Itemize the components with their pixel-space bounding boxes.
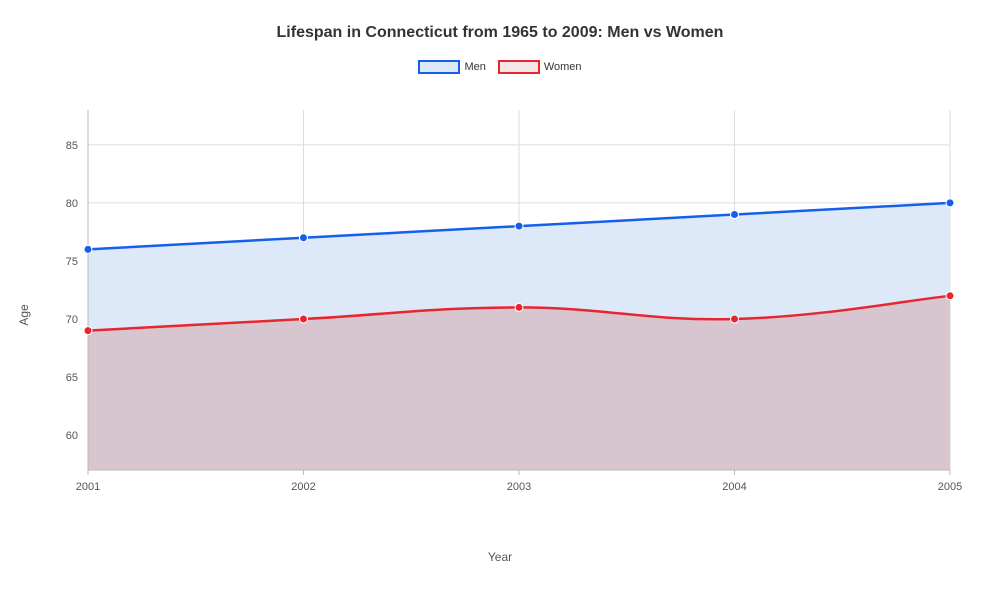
legend-item-women: Women xyxy=(498,60,582,74)
legend-label-women: Women xyxy=(544,61,582,73)
x-axis-title: Year xyxy=(488,550,512,564)
svg-text:70: 70 xyxy=(66,314,78,326)
legend-swatch-men xyxy=(418,60,460,74)
svg-text:2004: 2004 xyxy=(722,481,746,493)
legend-swatch-women xyxy=(498,60,540,74)
chart-svg: 60 65 70 75 80 85 2001 2002 2003 2004 2005 xyxy=(40,100,970,530)
legend-label-men: Men xyxy=(464,61,485,73)
svg-text:2001: 2001 xyxy=(76,481,100,493)
svg-text:75: 75 xyxy=(66,256,78,268)
legend: Men Women xyxy=(0,60,1000,74)
svg-text:2002: 2002 xyxy=(291,481,315,493)
svg-text:60: 60 xyxy=(66,430,78,442)
chart-container: Lifespan in Connecticut from 1965 to 200… xyxy=(0,0,1000,600)
svg-text:80: 80 xyxy=(66,198,78,210)
legend-item-men: Men xyxy=(418,60,485,74)
svg-text:2005: 2005 xyxy=(938,481,962,493)
y-axis-title-svg: Age xyxy=(18,100,38,530)
chart-title: Lifespan in Connecticut from 1965 to 200… xyxy=(0,0,1000,42)
svg-text:85: 85 xyxy=(66,140,78,152)
svg-text:2003: 2003 xyxy=(507,481,531,493)
svg-text:65: 65 xyxy=(66,372,78,384)
x-axis-title-wrap: Year xyxy=(0,548,1000,566)
y-axis-title: Age xyxy=(18,304,31,326)
plot-area: 60 65 70 75 80 85 2001 2002 2003 2004 2005 xyxy=(40,100,970,530)
